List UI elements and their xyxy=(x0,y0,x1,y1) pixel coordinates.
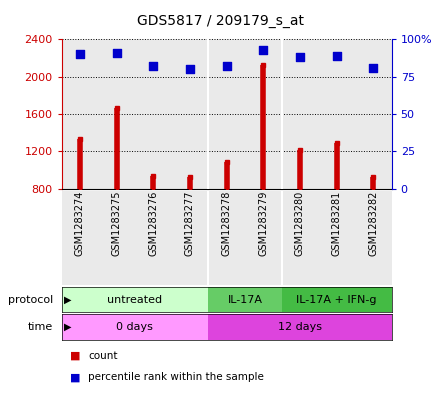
Bar xyxy=(62,39,98,189)
Bar xyxy=(282,191,318,285)
Bar xyxy=(135,39,172,189)
Bar xyxy=(172,39,208,189)
Bar xyxy=(208,191,245,285)
Point xyxy=(150,63,157,69)
Bar xyxy=(62,287,208,312)
Bar xyxy=(135,191,172,285)
Text: GSM1283276: GSM1283276 xyxy=(148,191,158,256)
Bar xyxy=(245,39,282,189)
Text: 0 days: 0 days xyxy=(117,322,154,332)
Text: GSM1283275: GSM1283275 xyxy=(112,191,121,256)
Bar xyxy=(355,39,392,189)
Text: ▶: ▶ xyxy=(64,295,71,305)
Bar xyxy=(172,191,208,285)
Bar xyxy=(208,39,245,189)
Text: protocol: protocol xyxy=(7,295,53,305)
Bar xyxy=(282,39,318,189)
Text: ■: ■ xyxy=(70,351,81,361)
Point xyxy=(333,53,340,59)
Text: GSM1283281: GSM1283281 xyxy=(332,191,341,256)
Bar xyxy=(98,191,135,285)
Text: GSM1283277: GSM1283277 xyxy=(185,191,195,256)
Text: GSM1283274: GSM1283274 xyxy=(75,191,85,256)
Bar xyxy=(355,191,392,285)
Bar xyxy=(282,287,392,312)
Text: untreated: untreated xyxy=(107,295,162,305)
Text: ▶: ▶ xyxy=(64,322,71,332)
Bar xyxy=(208,287,282,312)
Point xyxy=(223,63,230,69)
Text: GSM1283279: GSM1283279 xyxy=(258,191,268,256)
Point xyxy=(187,66,194,72)
Point xyxy=(113,50,120,56)
Text: count: count xyxy=(88,351,117,361)
Text: IL-17A + IFN-g: IL-17A + IFN-g xyxy=(297,295,377,305)
Text: GSM1283278: GSM1283278 xyxy=(222,191,231,256)
Bar xyxy=(208,314,392,340)
Text: time: time xyxy=(28,322,53,332)
Text: GSM1283282: GSM1283282 xyxy=(368,191,378,256)
Bar xyxy=(62,191,98,285)
Bar xyxy=(318,39,355,189)
Bar xyxy=(98,39,135,189)
Bar xyxy=(318,191,355,285)
Bar xyxy=(245,191,282,285)
Point xyxy=(260,47,267,53)
Point xyxy=(370,64,377,71)
Point xyxy=(77,51,84,57)
Text: IL-17A: IL-17A xyxy=(227,295,262,305)
Text: percentile rank within the sample: percentile rank within the sample xyxy=(88,372,264,382)
Bar xyxy=(62,314,208,340)
Text: GSM1283280: GSM1283280 xyxy=(295,191,305,256)
Point xyxy=(297,54,304,61)
Text: 12 days: 12 days xyxy=(278,322,322,332)
Text: ■: ■ xyxy=(70,372,81,382)
Text: GDS5817 / 209179_s_at: GDS5817 / 209179_s_at xyxy=(136,14,304,28)
